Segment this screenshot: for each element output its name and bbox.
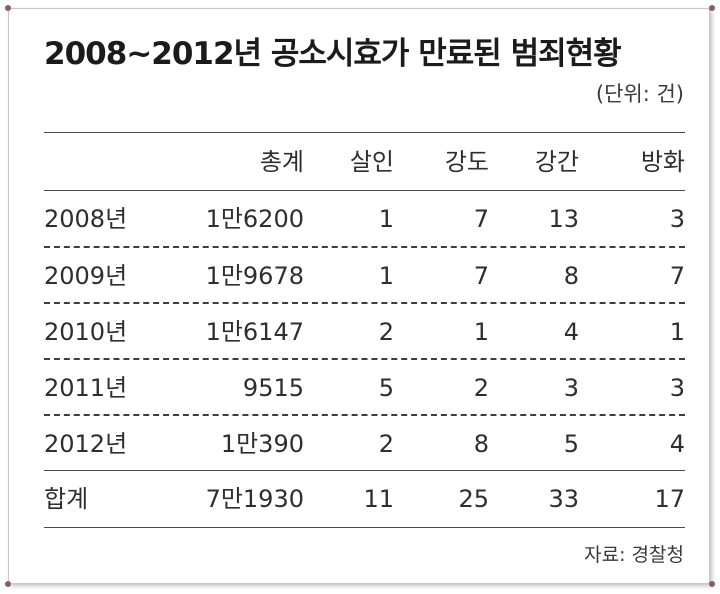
- header-cell-murder: 살인: [349, 148, 394, 176]
- arson-cell: 17: [654, 485, 685, 513]
- total-cell: 1만6147: [205, 318, 304, 346]
- murder-cell: 2: [378, 430, 394, 458]
- header-cell-robbery: 강도: [444, 148, 489, 176]
- total-rule: [44, 470, 685, 471]
- rape-cell: 5: [563, 430, 579, 458]
- total-cell: 1만6200: [205, 205, 304, 233]
- robbery-cell: 7: [473, 262, 489, 290]
- arson-cell: 3: [669, 205, 685, 233]
- header-cell: [44, 134, 164, 190]
- header-cell-total: 총계: [259, 148, 304, 176]
- row-divider: [44, 302, 685, 304]
- total-cell: 7만1930: [205, 485, 304, 513]
- header-cell-rape: 강간: [534, 148, 579, 176]
- row-divider: [44, 414, 685, 416]
- year-cell: 2012년: [44, 430, 128, 458]
- table-row: 2008년 1만6200 1 7 13 3: [44, 191, 685, 247]
- table-top-rule: [44, 132, 685, 133]
- murder-cell: 1: [378, 262, 394, 290]
- unit-label: (단위: 건): [595, 82, 684, 106]
- row-divider: [44, 358, 685, 360]
- rape-cell: 8: [563, 262, 579, 290]
- table-row: 2009년 1만9678 1 7 8 7: [44, 248, 685, 304]
- table-row: 2011년 9515 5 2 3 3: [44, 360, 685, 416]
- corner-pin-icon: [709, 5, 715, 11]
- header-rule: [44, 190, 685, 191]
- table-row: 2010년 1만6147 2 1 4 1: [44, 304, 685, 360]
- row-divider: [44, 246, 685, 248]
- year-cell: 2011년: [44, 374, 128, 402]
- murder-cell: 1: [378, 205, 394, 233]
- arson-cell: 3: [669, 374, 685, 402]
- year-cell: 2008년: [44, 205, 128, 233]
- total-cell: 9515: [242, 374, 304, 402]
- rape-cell: 3: [563, 374, 579, 402]
- rape-cell: 33: [548, 485, 579, 513]
- figure-frame: [8, 8, 710, 584]
- table-row: 2012년 1만390 2 8 5 4: [44, 416, 685, 472]
- total-row: 합계 7만1930 11 25 33 17: [44, 471, 685, 527]
- header-cell-arson: 방화: [640, 148, 685, 176]
- murder-cell: 5: [378, 374, 394, 402]
- robbery-cell: 1: [473, 318, 489, 346]
- robbery-cell: 8: [473, 430, 489, 458]
- source-note: 자료: 경찰청: [584, 544, 684, 566]
- robbery-cell: 25: [458, 485, 489, 513]
- table-title: 2008~2012년 공소시효가 만료된 범죄현황: [44, 36, 622, 72]
- murder-cell: 11: [363, 485, 394, 513]
- year-cell: 2010년: [44, 318, 128, 346]
- robbery-cell: 7: [473, 205, 489, 233]
- robbery-cell: 2: [473, 374, 489, 402]
- header-row: 총계 살인 강도 강간 방화: [44, 134, 685, 190]
- total-cell: 1만390: [220, 430, 304, 458]
- total-cell: 1만9678: [205, 262, 304, 290]
- corner-pin-icon: [5, 5, 11, 11]
- arson-cell: 7: [669, 262, 685, 290]
- corner-pin-icon: [5, 581, 11, 587]
- corner-pin-icon: [709, 581, 715, 587]
- arson-cell: 1: [669, 318, 685, 346]
- murder-cell: 2: [378, 318, 394, 346]
- total-label-cell: 합계: [44, 485, 89, 513]
- year-cell: 2009년: [44, 262, 128, 290]
- table-bottom-rule: [44, 527, 685, 528]
- rape-cell: 4: [563, 318, 579, 346]
- arson-cell: 4: [669, 430, 685, 458]
- rape-cell: 13: [548, 205, 579, 233]
